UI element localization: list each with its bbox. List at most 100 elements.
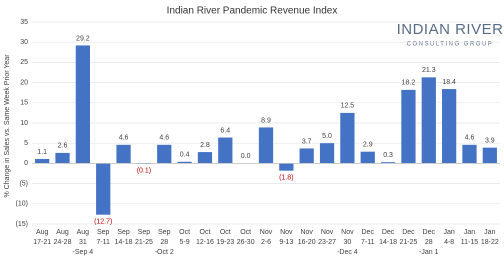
data-label: 3.9 [485, 137, 495, 144]
x-tick-label: Sep [97, 229, 110, 236]
bar [157, 144, 172, 164]
bar [116, 144, 131, 164]
x-tick-label: 28 [160, 239, 168, 246]
x-tick-label: 19-23 [216, 239, 234, 246]
bar [421, 77, 436, 164]
data-label: 18.4 [442, 79, 456, 86]
bar [75, 45, 90, 164]
bar [258, 127, 274, 164]
bar [340, 112, 355, 164]
x-tick-label: Jan [464, 229, 475, 236]
data-label: 0.3 [383, 152, 393, 159]
x-tick-label: 7-11 [361, 239, 375, 246]
data-label: 18.2 [402, 80, 416, 87]
x-tick-label: 16-20 [298, 239, 316, 246]
data-label: 4.6 [119, 135, 129, 142]
x-tick-label: 26-30 [237, 239, 255, 246]
bar [442, 89, 457, 164]
x-tick-label: 21-25 [399, 239, 417, 246]
x-tick-label: 4-8 [444, 239, 454, 246]
x-tick-label: 14-18 [379, 239, 397, 246]
x-tick-label: 30 [343, 239, 351, 246]
x-tick-label: 14-18 [115, 239, 133, 246]
data-label: 12.5 [341, 103, 355, 110]
data-label: 2.8 [200, 142, 210, 149]
y-tick-label: (15) [16, 221, 28, 228]
logo-name: INDIAN RIVER [397, 21, 504, 38]
x-tick-label: Aug [36, 229, 49, 236]
x-tick-label: -Oct 2 [155, 249, 174, 256]
x-tick-label: 12-16 [196, 239, 214, 246]
data-label: 2.9 [363, 142, 373, 149]
data-label: (12.7) [94, 219, 112, 226]
x-tick-label: -Jan 1 [419, 249, 439, 256]
x-tick-label: 21-25 [135, 239, 153, 246]
x-tick-label: Dec [382, 229, 395, 236]
bar [35, 158, 50, 164]
x-tick-label: Oct [179, 229, 190, 236]
x-tick-label: 5-9 [180, 239, 190, 246]
x-tick-label: 7-11 [96, 239, 110, 246]
bar [279, 163, 294, 171]
bar [462, 144, 477, 164]
x-tick-label: Dec [402, 229, 415, 236]
x-tick-label: 28 [425, 239, 433, 246]
x-tick-label: Nov [341, 229, 354, 236]
x-tick-label: -Dec 4 [337, 249, 358, 256]
x-tick-label: Dec [362, 229, 375, 236]
data-label: 21.3 [422, 67, 436, 74]
data-label: (1.8) [279, 175, 293, 182]
y-axis-label: % Change in Sales vs. Same Week Prior Ye… [4, 54, 11, 198]
bar [319, 143, 335, 164]
data-label: 4.6 [465, 135, 475, 142]
data-label: 1.1 [37, 149, 47, 156]
x-tick-label: 18-22 [481, 239, 499, 246]
bar [177, 161, 192, 164]
x-tick-label: Jan [443, 229, 454, 236]
y-tick-label: (10) [16, 201, 28, 208]
x-tick-label: Oct [240, 229, 251, 236]
y-tick-label: 10 [20, 120, 28, 127]
bar [55, 152, 70, 164]
x-tick-label: Sep [158, 229, 171, 236]
x-tick-label: Jan [484, 229, 495, 236]
x-tick-label: 9-13 [279, 239, 293, 246]
y-tick-label: 20 [20, 79, 28, 86]
x-tick-label: -Sep 4 [73, 249, 94, 256]
bar [482, 147, 497, 164]
data-label: 5.0 [322, 133, 332, 140]
y-tick-label: 0 [24, 160, 28, 167]
data-label: 29.2 [76, 35, 90, 42]
data-label: 0.0 [241, 153, 251, 160]
x-tick-label: 31 [79, 239, 87, 246]
data-label: 0.4 [180, 152, 190, 159]
x-tick-label: 23-27 [318, 239, 336, 246]
x-tick-label: Nov [280, 229, 293, 236]
y-tick-label: (5) [19, 180, 28, 187]
x-tick-label: 24-28 [54, 239, 72, 246]
x-tick-label: Oct [200, 229, 211, 236]
data-label: 6.4 [220, 127, 230, 134]
bar [401, 89, 416, 164]
bar [96, 163, 111, 215]
y-tick-label: 5 [24, 140, 28, 147]
y-tick-label: 35 [20, 19, 28, 26]
x-tick-label: Nov [321, 229, 334, 236]
x-tick-label: Sep [117, 229, 130, 236]
data-label: 2.6 [58, 143, 68, 150]
x-tick-label: Aug [77, 229, 90, 236]
x-tick-label: Nov [260, 229, 273, 236]
x-tick-label: 17-21 [33, 239, 51, 246]
y-tick-label: 30 [20, 39, 28, 46]
x-tick-label: 2-6 [261, 239, 271, 246]
chart-title: Indian River Pandemic Revenue Index [167, 6, 338, 17]
bar [380, 162, 396, 164]
data-label: (0.1) [137, 168, 151, 175]
x-tick-label: Nov [300, 229, 313, 236]
y-tick-label: 25 [20, 59, 28, 66]
data-label: 4.6 [159, 135, 169, 142]
bar [197, 152, 213, 164]
y-tick-label: 15 [20, 100, 28, 107]
bar [299, 148, 314, 164]
